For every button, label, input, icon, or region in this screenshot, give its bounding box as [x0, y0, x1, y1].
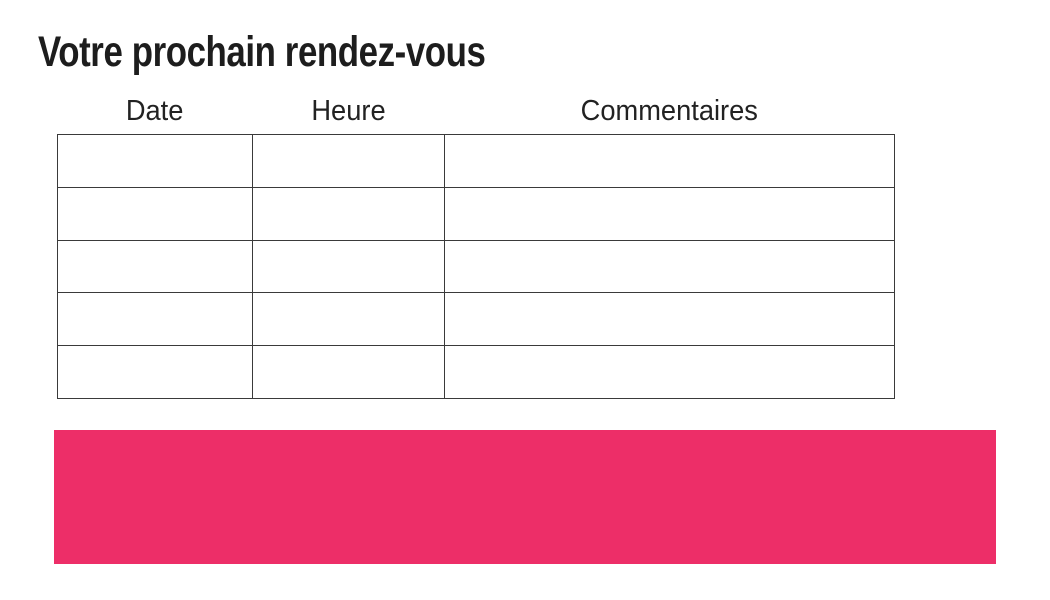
table-row: [57, 134, 895, 188]
table-cell: [444, 239, 895, 294]
appointments-table: [57, 134, 895, 399]
table-column-headers: Date Heure Commentaires: [57, 93, 894, 129]
table-cell: [252, 345, 445, 399]
column-header-heure-label: Heure: [310, 95, 386, 127]
column-header-heure: Heure: [252, 93, 444, 129]
table-cell: [252, 186, 445, 241]
appointments-table-body: [57, 134, 895, 399]
table-cell: [444, 186, 895, 241]
table-cell: [444, 345, 895, 399]
column-header-date-label: Date: [125, 95, 184, 127]
table-cell: [57, 186, 253, 241]
table-cell: [444, 134, 895, 188]
table-cell: [444, 292, 895, 347]
table-row: [57, 345, 895, 399]
table-cell: [252, 239, 445, 294]
table-row: [57, 186, 895, 241]
table-cell: [57, 345, 253, 399]
table-row: [57, 292, 895, 347]
accent-banner: [54, 430, 996, 564]
table-cell: [57, 239, 253, 294]
table-cell: [57, 292, 253, 347]
column-header-commentaires: Commentaires: [444, 93, 894, 129]
table-cell: [252, 292, 445, 347]
table-row: [57, 239, 895, 294]
column-header-date: Date: [57, 93, 252, 129]
page-title: Votre prochain rendez-vous: [38, 28, 486, 76]
column-header-commentaires-label: Commentaires: [580, 95, 758, 127]
table-cell: [252, 134, 445, 188]
table-cell: [57, 134, 253, 188]
